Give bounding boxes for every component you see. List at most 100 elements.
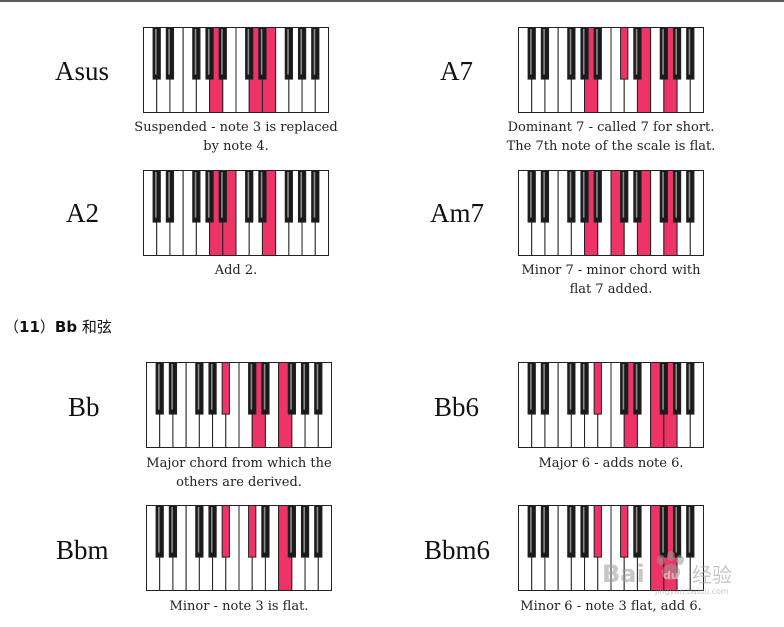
black-key — [567, 505, 576, 558]
black-key — [165, 27, 175, 80]
black-key — [152, 170, 161, 223]
watermark-tail: 经验 — [692, 563, 732, 587]
black-key — [633, 362, 642, 415]
black-key — [155, 362, 164, 415]
black-key — [192, 170, 201, 223]
chord-name-a2: A2 — [66, 198, 99, 228]
black-key — [672, 170, 682, 223]
black-key — [659, 362, 668, 415]
black-key-highlighted — [593, 362, 602, 415]
black-key — [540, 505, 550, 558]
caption-a2: Add 2. — [121, 261, 351, 280]
black-key — [686, 170, 695, 223]
black-key — [567, 362, 576, 415]
black-key — [672, 27, 682, 80]
caption-bbm: Minor - note 3 is flat. — [122, 597, 356, 616]
black-key-highlighted — [620, 27, 629, 80]
baidu-watermark: Bai du 经验 jingyan.baidu.com — [602, 551, 732, 596]
black-key — [540, 27, 550, 80]
black-key — [620, 170, 629, 223]
chord-name-am7: Am7 — [430, 198, 484, 228]
caption-am7: Minor 7 - minor chord with flat 7 added. — [493, 261, 729, 299]
black-key — [258, 170, 267, 223]
black-key — [686, 505, 695, 558]
keyboard-a2 — [143, 170, 330, 256]
caption-line: The 7th note of the scale is flat. — [506, 139, 716, 154]
black-key — [540, 362, 550, 415]
black-key — [208, 505, 217, 558]
black-key — [620, 362, 629, 415]
black-key — [261, 362, 270, 415]
watermark-mid: du — [663, 569, 679, 582]
black-key — [195, 362, 204, 415]
black-key — [195, 505, 204, 558]
black-key — [284, 27, 293, 80]
keyboard-bb — [146, 362, 333, 448]
chord-name-asus: Asus — [55, 56, 110, 86]
chord-name-bbm6: Bbm6 — [424, 535, 491, 565]
section-chord: Bb — [54, 318, 78, 336]
chord-name-a7: A7 — [440, 56, 473, 86]
black-key — [218, 170, 227, 223]
black-key-highlighted — [620, 505, 629, 558]
caption-asus: Suspended - note 3 is replaced by note 4… — [121, 118, 351, 156]
black-key — [165, 170, 175, 223]
black-key-highlighted — [221, 362, 230, 415]
black-key — [152, 27, 161, 80]
caption-line: flat 7 added. — [569, 282, 653, 297]
watermark-brand: Bai — [602, 560, 645, 588]
black-key — [593, 27, 602, 80]
caption-bb6: Major 6 - adds note 6. — [493, 454, 729, 473]
caption-line: Minor - note 3 is flat. — [169, 599, 309, 614]
black-key — [527, 362, 536, 415]
top-rule — [0, 0, 784, 2]
black-key — [205, 170, 214, 223]
black-key — [580, 170, 589, 223]
black-key — [527, 170, 536, 223]
keyboard-am7 — [518, 170, 705, 256]
black-key — [633, 505, 642, 558]
black-key — [314, 362, 323, 415]
black-key — [258, 27, 267, 80]
black-key — [633, 27, 642, 80]
black-key-highlighted — [248, 505, 257, 558]
caption-line: Suspended - note 3 is replaced — [134, 120, 338, 135]
keyboard-asus — [143, 27, 330, 113]
section-close-paren: ） — [39, 318, 55, 336]
black-key — [593, 170, 602, 223]
black-key — [205, 27, 214, 80]
caption-line: by note 4. — [203, 139, 269, 154]
caption-line: Major chord from which the — [146, 456, 332, 471]
black-key — [567, 27, 576, 80]
black-key — [527, 505, 536, 558]
black-key — [527, 27, 536, 80]
caption-line: Major 6 - adds note 6. — [538, 456, 684, 471]
chord-name-bbm: Bbm — [56, 535, 109, 565]
keyboard-bbm6 — [518, 505, 705, 591]
black-key — [300, 505, 310, 558]
black-key — [633, 170, 642, 223]
black-key — [297, 27, 307, 80]
black-key — [314, 505, 323, 558]
section-suffix: 和弦 — [81, 318, 112, 336]
black-key-highlighted — [221, 505, 230, 558]
black-key — [245, 27, 254, 80]
black-key — [580, 505, 589, 558]
black-key — [168, 505, 178, 558]
keyboard-bbm — [146, 505, 333, 591]
black-key — [248, 362, 257, 415]
black-key — [218, 27, 227, 80]
black-key — [284, 170, 293, 223]
caption-line: Dominant 7 - called 7 for short. — [507, 120, 715, 135]
black-key — [297, 170, 307, 223]
black-key — [686, 27, 695, 80]
keyboard-a7 — [518, 27, 705, 113]
watermark-sub: jingyan.baidu.com — [654, 587, 729, 596]
caption-line: Minor 7 - minor chord with — [521, 263, 701, 278]
caption-line: Add 2. — [214, 263, 258, 278]
black-key — [311, 170, 320, 223]
black-key — [659, 27, 668, 80]
black-key — [245, 170, 254, 223]
section-heading: （11）Bb 和弦 — [4, 316, 112, 337]
black-key — [261, 505, 270, 558]
